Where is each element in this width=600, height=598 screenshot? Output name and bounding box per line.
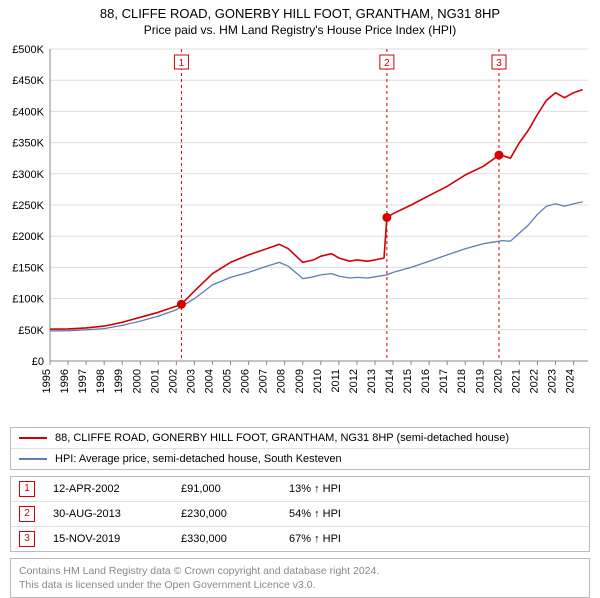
svg-text:2013: 2013 — [366, 369, 378, 393]
svg-text:2001: 2001 — [149, 369, 161, 393]
svg-text:2005: 2005 — [222, 369, 234, 393]
svg-text:£0: £0 — [32, 356, 44, 368]
svg-text:2004: 2004 — [203, 369, 215, 393]
svg-text:£150K: £150K — [12, 262, 44, 274]
transaction-price: £91,000 — [181, 483, 271, 495]
transaction-price: £230,000 — [181, 508, 271, 520]
svg-text:£250K: £250K — [12, 200, 44, 212]
svg-text:2024: 2024 — [565, 369, 577, 393]
svg-text:2011: 2011 — [330, 369, 342, 393]
svg-text:2023: 2023 — [547, 369, 559, 393]
svg-text:2020: 2020 — [492, 369, 504, 393]
price-chart: £0 £50K £100K £150K £200K £250K £300K £350K £400… — [0, 41, 600, 421]
marker-badge: 3 — [19, 531, 35, 547]
svg-text:2: 2 — [384, 58, 390, 69]
svg-text:2006: 2006 — [240, 369, 252, 393]
svg-text:1998: 1998 — [95, 369, 107, 393]
marker-badge: 1 — [19, 481, 35, 497]
transaction-pct: 54% ↑ HPI — [289, 508, 389, 520]
svg-text:2021: 2021 — [510, 369, 522, 393]
svg-text:2019: 2019 — [474, 369, 486, 393]
svg-text:1999: 1999 — [113, 369, 125, 393]
svg-text:2003: 2003 — [185, 369, 197, 393]
svg-text:1996: 1996 — [59, 369, 71, 393]
svg-text:£300K: £300K — [12, 169, 44, 181]
transaction-pct: 13% ↑ HPI — [289, 483, 389, 495]
attribution-footer: Contains HM Land Registry data © Crown c… — [10, 558, 590, 598]
transaction-pct: 67% ↑ HPI — [289, 533, 389, 545]
chart-title-block: 88, CLIFFE ROAD, GONERBY HILL FOOT, GRAN… — [0, 0, 600, 41]
legend-swatch — [19, 458, 47, 460]
legend-swatch — [19, 437, 47, 439]
transaction-row: 1 12-APR-2002 £91,000 13% ↑ HPI — [11, 477, 589, 501]
svg-text:2015: 2015 — [402, 369, 414, 393]
footer-line: Contains HM Land Registry data © Crown c… — [19, 564, 581, 578]
transaction-date: 12-APR-2002 — [53, 483, 163, 495]
svg-text:1997: 1997 — [77, 369, 89, 393]
transaction-price: £330,000 — [181, 533, 271, 545]
svg-text:£400K: £400K — [12, 106, 44, 118]
svg-text:2014: 2014 — [384, 369, 396, 393]
svg-text:2016: 2016 — [420, 369, 432, 393]
svg-text:2008: 2008 — [276, 369, 288, 393]
legend-label: HPI: Average price, semi-detached house,… — [55, 453, 342, 465]
svg-text:2017: 2017 — [438, 369, 450, 393]
svg-text:1: 1 — [179, 58, 185, 69]
transaction-date: 15-NOV-2019 — [53, 533, 163, 545]
svg-text:2012: 2012 — [348, 369, 360, 393]
marker-badge: 2 — [19, 506, 35, 522]
transaction-row: 3 15-NOV-2019 £330,000 67% ↑ HPI — [11, 526, 589, 551]
svg-text:2000: 2000 — [131, 369, 143, 393]
svg-text:2002: 2002 — [167, 369, 179, 393]
svg-text:1995: 1995 — [41, 369, 53, 393]
legend-label: 88, CLIFFE ROAD, GONERBY HILL FOOT, GRAN… — [55, 432, 509, 444]
transactions-table: 1 12-APR-2002 £91,000 13% ↑ HPI 2 30-AUG… — [10, 476, 590, 552]
transaction-date: 30-AUG-2013 — [53, 508, 163, 520]
svg-text:£500K: £500K — [12, 44, 44, 56]
title-line-1: 88, CLIFFE ROAD, GONERBY HILL FOOT, GRAN… — [10, 6, 590, 21]
svg-text:£450K: £450K — [12, 75, 44, 87]
svg-text:2022: 2022 — [528, 369, 540, 393]
svg-text:2010: 2010 — [312, 369, 324, 393]
svg-text:2018: 2018 — [456, 369, 468, 393]
footer-line: This data is licensed under the Open Gov… — [19, 578, 581, 592]
svg-text:2009: 2009 — [294, 369, 306, 393]
svg-text:£50K: £50K — [18, 325, 44, 337]
svg-text:£100K: £100K — [12, 294, 44, 306]
legend-item: 88, CLIFFE ROAD, GONERBY HILL FOOT, GRAN… — [11, 428, 589, 448]
transaction-row: 2 30-AUG-2013 £230,000 54% ↑ HPI — [11, 501, 589, 526]
svg-text:2007: 2007 — [258, 369, 270, 393]
svg-text:£350K: £350K — [12, 138, 44, 150]
legend-item: HPI: Average price, semi-detached house,… — [11, 448, 589, 469]
svg-text:3: 3 — [496, 58, 502, 69]
legend: 88, CLIFFE ROAD, GONERBY HILL FOOT, GRAN… — [10, 427, 590, 470]
svg-text:£200K: £200K — [12, 231, 44, 243]
title-line-2: Price paid vs. HM Land Registry's House … — [10, 23, 590, 37]
